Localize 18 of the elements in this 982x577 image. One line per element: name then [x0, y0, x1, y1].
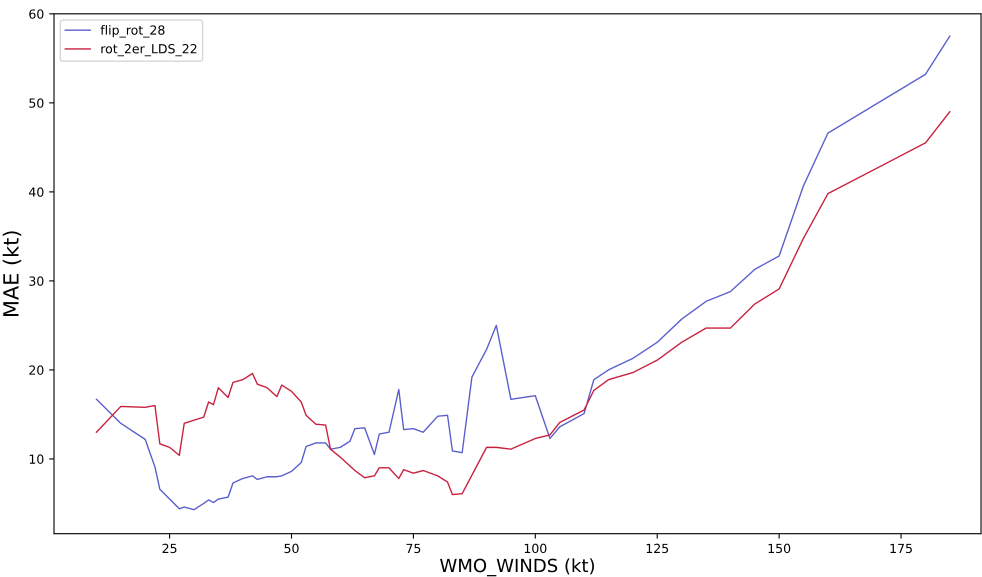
x-tick-label: 175 — [890, 544, 912, 554]
x-tick-label: 100 — [524, 544, 546, 554]
y-tick-label: 60 — [29, 9, 44, 19]
y-tick-label: 50 — [29, 98, 44, 108]
x-tick-label: 75 — [406, 544, 420, 554]
x-tick-label: 150 — [768, 544, 790, 554]
y-tick-label: 20 — [29, 365, 44, 375]
y-tick-label: 40 — [28, 187, 44, 197]
legend-label: flip_rot_28 — [100, 25, 164, 38]
x-tick-label: 125 — [646, 544, 668, 554]
legend-label: rot_2er_LDS_22 — [101, 44, 196, 56]
x-tick-label: 50 — [284, 544, 299, 554]
y-axis-title: MAE (kt) — [2, 231, 22, 316]
y-tick-label: 10 — [30, 454, 44, 464]
x-tick-label: 25 — [162, 544, 176, 554]
x-axis-title: WMO_WINDS (kt) — [440, 558, 594, 576]
y-tick-label: 30 — [29, 276, 44, 286]
line-series — [96, 111, 951, 496]
